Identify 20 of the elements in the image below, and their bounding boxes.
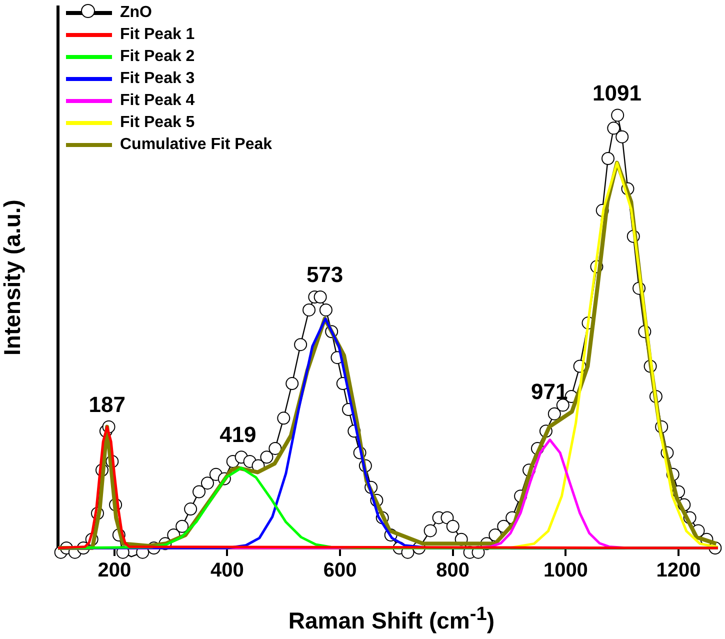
annotation: 573 [306,262,344,288]
y-axis-title: Intensity (a.u.) [0,200,26,356]
legend-label: Fit Peak 1 [120,26,195,44]
annotation: 1091 [592,80,642,106]
legend-label: Fit Peak 5 [120,114,195,132]
x-tick-label: 400 [210,560,244,582]
legend-label: Fit Peak 3 [120,70,195,88]
x-tick-label: 800 [436,560,470,582]
x-tick-label: 1200 [656,560,701,582]
annotation: 971 [530,378,568,404]
annotation: 419 [220,422,256,448]
x-tick-label: 1000 [543,560,588,582]
legend-label: Cumulative Fit Peak [120,136,272,154]
x-axis-title: Raman Shift (cm$^{-1}$) [287,604,496,635]
legend-label: ZnO [120,4,152,22]
x-tick-label: 200 [98,560,132,582]
legend-label: Fit Peak 4 [120,92,195,110]
legend-label: Fit Peak 2 [120,48,195,66]
annotation: 187 [88,392,126,417]
x-tick-label: 600 [323,560,357,582]
